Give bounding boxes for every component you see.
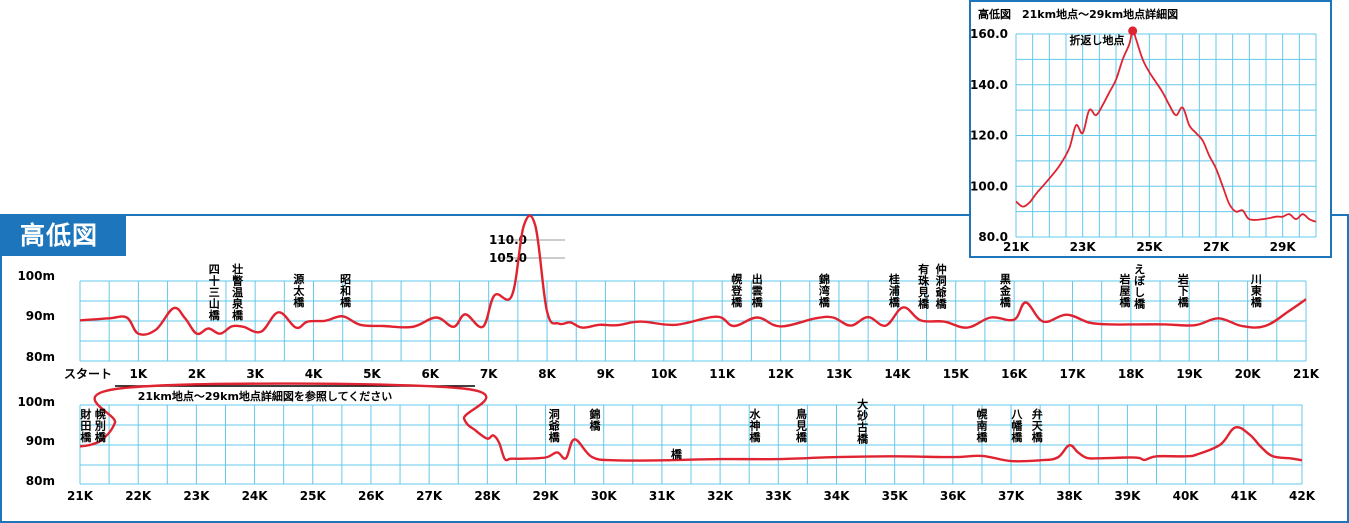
landmark-label: 桂浦橋	[888, 272, 901, 309]
x-tick-label: 8K	[538, 367, 556, 381]
y-tick-label: 90m	[26, 309, 55, 323]
landmark-label: 四十三山橋	[209, 263, 221, 322]
y-tick-label: 100m	[17, 395, 55, 409]
inset-elevation-line	[1015, 29, 1317, 223]
x-tick-label: 15K	[943, 367, 970, 381]
y-tick-label: 80m	[26, 350, 55, 364]
x-tick-label: 37K	[998, 489, 1025, 503]
landmark-label: 洞爺橋	[548, 407, 561, 444]
landmark-label: 川東橋	[1250, 273, 1263, 309]
landmark-label: 財田橋	[79, 407, 92, 444]
x-tick-label: 25K	[300, 489, 327, 503]
x-tick-label: 36K	[940, 489, 967, 503]
x-tick-label: 35K	[882, 489, 909, 503]
x-tick-label: 6K	[421, 367, 439, 381]
inset-title: 高低図 21km地点〜29km地点詳細図	[978, 7, 1178, 21]
landmark-label: 仲洞爺橋	[935, 262, 948, 311]
peak-annotation-label: 110.0	[489, 233, 527, 247]
landmark-label: 岩屋橋	[1119, 272, 1132, 309]
y-tick-label: 100m	[17, 269, 55, 283]
x-tick-label: 17K	[1059, 367, 1086, 381]
inset-y-tick-label: 100.0	[970, 179, 1008, 193]
x-tick-label: 42K	[1289, 489, 1316, 503]
landmark-label: 昭和橋	[340, 273, 352, 309]
landmark-label: 錦橋	[589, 407, 601, 433]
x-tick-label: 7K	[480, 367, 498, 381]
inset-y-tick-label: 80.0	[978, 230, 1008, 244]
elevation-line-start-21k	[79, 214, 1307, 336]
landmark-label: 壮瞥温泉橋	[231, 262, 244, 322]
x-tick-label: 29K	[533, 489, 560, 503]
landmark-label: 幌別橋	[94, 407, 107, 444]
landmark-label: 錦湾橋	[819, 272, 831, 309]
x-tick-label: 40K	[1173, 489, 1200, 503]
x-tick-label: 4K	[305, 367, 323, 381]
chart-title: 高低図	[2, 216, 126, 256]
x-tick-label: 3K	[246, 367, 264, 381]
inset-y-tick-label: 160.0	[970, 27, 1008, 41]
landmark-label: えぼし橋	[1134, 263, 1146, 311]
inset-x-tick-label: 21K	[1003, 240, 1030, 254]
landmark-label: 源太橋	[292, 272, 305, 309]
x-tick-label: 18K	[1118, 367, 1145, 381]
x-tick-label: スタート	[64, 367, 112, 381]
x-tick-label: 31K	[649, 489, 676, 503]
x-tick-label: 21K	[1293, 367, 1320, 381]
x-tick-label: 30K	[591, 489, 618, 503]
x-tick-label: 26K	[358, 489, 385, 503]
landmark-label: 岩下橋	[1177, 272, 1190, 309]
turnaround-marker	[1128, 26, 1138, 36]
landmark-label: 八幡橋	[1010, 408, 1023, 444]
detail-note-label: 21km地点〜29km地点詳細図を参照してください	[138, 389, 393, 403]
x-tick-label: 24K	[242, 489, 269, 503]
x-tick-label: 32K	[707, 489, 734, 503]
landmark-label: 鳥見橋	[795, 407, 808, 444]
y-tick-label: 80m	[26, 474, 55, 488]
elevation-chart-panel	[0, 214, 1349, 523]
x-tick-label: 22K	[125, 489, 152, 503]
inset-y-tick-label: 120.0	[970, 129, 1008, 143]
x-tick-label: 16K	[1001, 367, 1028, 381]
landmark-label: 水神橋	[750, 407, 762, 444]
landmark-label: 黒金橋	[999, 273, 1012, 309]
peak-annotation-label: 105.0	[489, 251, 527, 265]
x-tick-label: 11K	[709, 367, 736, 381]
inset-x-tick-label: 23K	[1070, 240, 1097, 254]
landmark-label: 幌南橋	[976, 407, 988, 444]
x-tick-label: 9K	[597, 367, 615, 381]
landmark-label: 有珠見橋	[917, 262, 930, 311]
landmark-label: 幌登橋	[730, 272, 743, 309]
x-tick-label: 1K	[130, 367, 148, 381]
x-tick-label: 41K	[1231, 489, 1258, 503]
landmark-label: 弁天橋	[1032, 407, 1044, 444]
inset-x-tick-label: 27K	[1203, 240, 1230, 254]
x-tick-label: 34K	[823, 489, 850, 503]
x-tick-label: 27K	[416, 489, 443, 503]
landmark-label: 大砂古橋	[857, 397, 869, 446]
x-tick-label: 2K	[188, 367, 206, 381]
elevation-line-21k-42k	[79, 382, 1303, 463]
x-tick-label: 5K	[363, 367, 381, 381]
x-tick-label: 19K	[1176, 367, 1203, 381]
y-tick-label: 90m	[26, 434, 55, 448]
x-tick-label: 39K	[1114, 489, 1141, 503]
x-tick-label: 14K	[884, 367, 911, 381]
x-tick-label: 38K	[1056, 489, 1083, 503]
x-tick-label: 10K	[651, 367, 678, 381]
x-tick-label: 23K	[183, 489, 210, 503]
x-tick-label: 13K	[826, 367, 853, 381]
inset-x-tick-label: 29K	[1270, 240, 1297, 254]
inset-chart-panel	[969, 0, 1332, 258]
x-tick-label: 33K	[765, 489, 792, 503]
landmark-label: 出雲橋	[752, 272, 764, 309]
x-tick-label: 21K	[67, 489, 94, 503]
inset-x-tick-label: 25K	[1136, 240, 1163, 254]
landmark-label: 橋	[671, 447, 683, 461]
turnaround-label: 折返し地点	[1070, 33, 1125, 47]
x-tick-label: 12K	[768, 367, 795, 381]
inset-y-tick-label: 140.0	[970, 78, 1008, 92]
x-tick-label: 28K	[474, 489, 501, 503]
x-tick-label: 20K	[1235, 367, 1262, 381]
